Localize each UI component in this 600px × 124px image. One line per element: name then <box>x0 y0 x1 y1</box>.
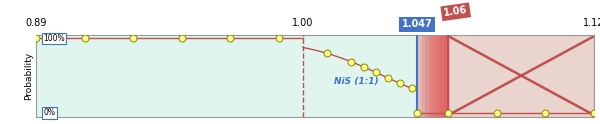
Text: 1.06: 1.06 <box>443 5 468 18</box>
Y-axis label: Probability: Probability <box>24 52 33 100</box>
Text: NiS (1:1): NiS (1:1) <box>334 77 379 86</box>
Text: 1.047: 1.047 <box>401 19 432 29</box>
Text: 100%: 100% <box>43 34 65 43</box>
Text: 0%: 0% <box>43 108 55 117</box>
